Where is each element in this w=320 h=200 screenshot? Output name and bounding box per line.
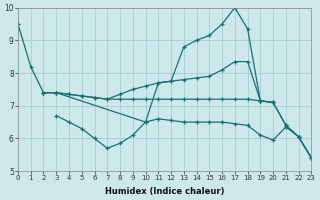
X-axis label: Humidex (Indice chaleur): Humidex (Indice chaleur) <box>105 187 224 196</box>
